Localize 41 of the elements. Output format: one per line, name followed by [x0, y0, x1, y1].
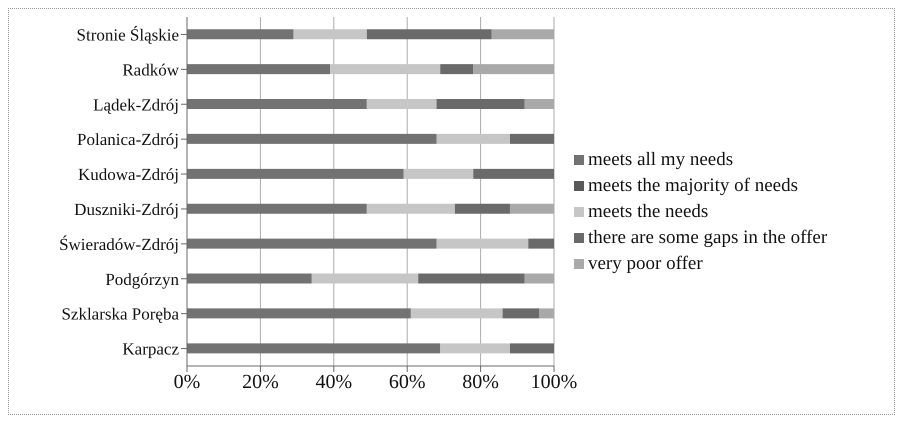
- x-tick-label: 20%: [242, 371, 279, 394]
- bar: [410, 308, 503, 318]
- bar: [510, 343, 554, 354]
- bar: [440, 64, 474, 74]
- bar: [436, 134, 510, 144]
- bar: [473, 168, 554, 179]
- bar: [404, 168, 474, 179]
- bar: [330, 64, 440, 74]
- legend-label: there are some gaps in the offer: [588, 226, 828, 248]
- legend-label: meets the majority of needs: [588, 174, 798, 196]
- bar: [366, 29, 492, 40]
- bar: [418, 274, 525, 284]
- y-tick-label: Szklarska Poręba: [61, 304, 180, 324]
- y-tick-label: Duszniki-Zdrój: [74, 200, 179, 219]
- bar: [436, 238, 528, 249]
- bar: [366, 204, 455, 214]
- x-tick-label: 40%: [315, 371, 352, 394]
- bar: [510, 134, 554, 144]
- y-tick-label: Kudowa-Zdrój: [78, 165, 179, 184]
- y-tick-label: Lądek-Zdrój: [93, 95, 179, 114]
- y-tick-label: Karpacz: [122, 340, 180, 359]
- bar: [440, 343, 510, 354]
- y-tick-label: Polanica-Zdrój: [77, 130, 179, 150]
- y-tick-label: Stronie Śląskie: [76, 25, 179, 44]
- bar: [502, 308, 540, 318]
- bar: [312, 274, 418, 284]
- x-tick-label: 80%: [462, 371, 499, 394]
- bar: [528, 238, 554, 249]
- y-tick-label: Świeradów-Zdrój: [59, 234, 179, 254]
- x-tick-label: 60%: [388, 371, 426, 394]
- bar: [366, 99, 437, 110]
- bar: [454, 204, 510, 214]
- legend-label: meets the needs: [588, 200, 708, 222]
- legend-label: very poor offer: [588, 252, 703, 274]
- x-tick-label: 100%: [530, 371, 578, 394]
- y-tick-label: Radków: [122, 60, 180, 80]
- bar: [293, 29, 367, 40]
- x-tick-label: 0%: [174, 371, 200, 394]
- bar: [436, 99, 525, 110]
- legend-label: meets all my needs: [588, 148, 734, 170]
- y-tick-label: Podgórzyn: [105, 270, 180, 289]
